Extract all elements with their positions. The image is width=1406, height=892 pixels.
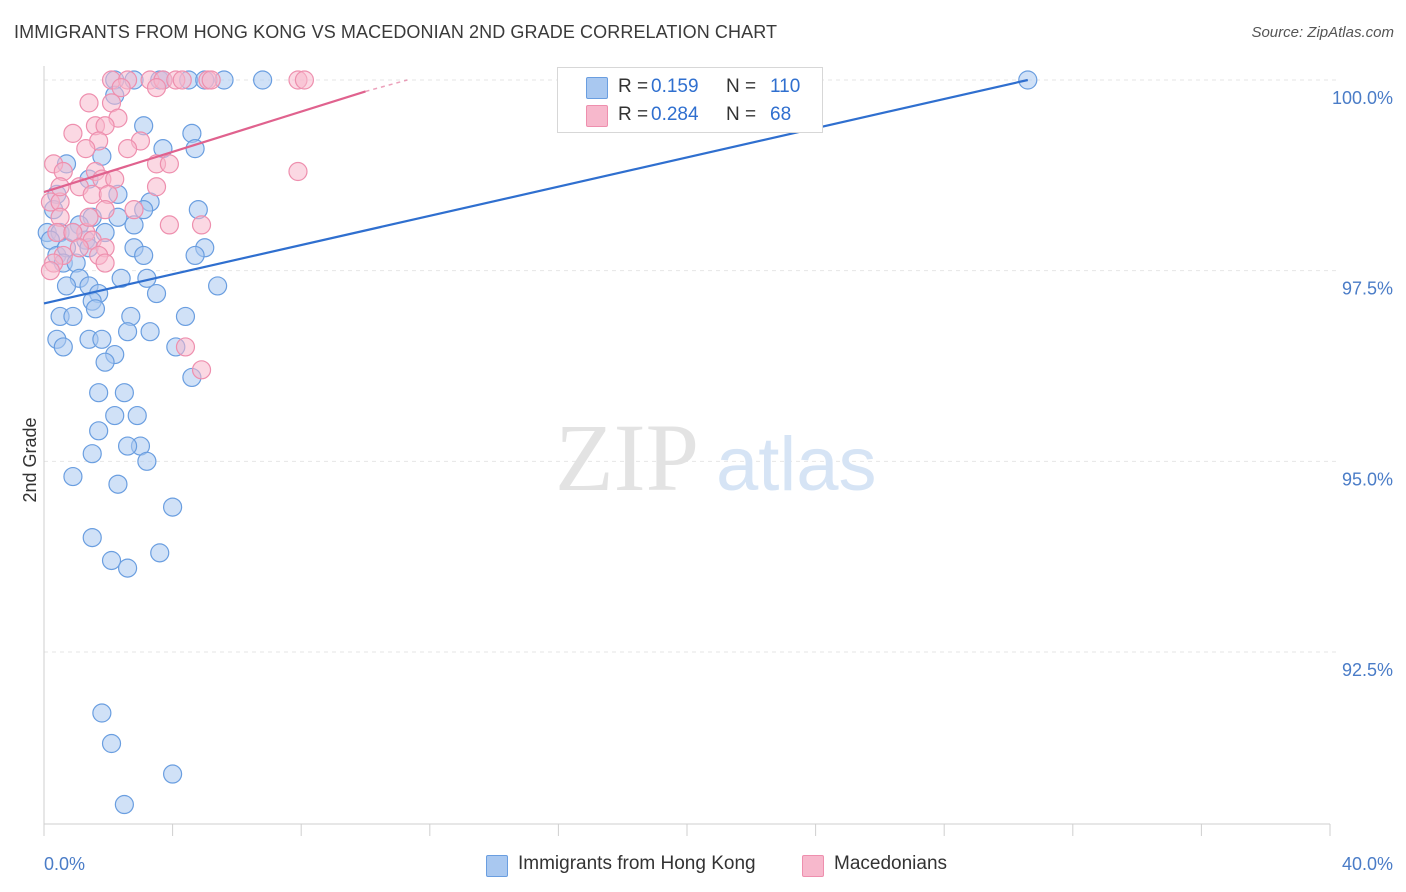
hong-kong-point xyxy=(89,383,109,403)
r-value: 0.284 xyxy=(651,104,699,125)
hong-kong-point xyxy=(146,283,167,304)
watermark-zip: ZIP xyxy=(555,404,699,511)
r-label: R = xyxy=(618,76,649,97)
legend-label: Macedonians xyxy=(834,853,948,874)
hong-kong-point xyxy=(63,306,83,327)
series-legend: Immigrants from Hong Kong Macedonians xyxy=(0,852,1406,878)
hong-kong-point xyxy=(85,299,106,319)
macedonians-point xyxy=(201,70,221,90)
chart-title: IMMIGRANTS FROM HONG KONG VS MACEDONIAN … xyxy=(14,22,778,42)
axes xyxy=(43,66,1331,836)
macedonians-point xyxy=(146,177,167,197)
hong-kong-point xyxy=(150,543,170,563)
hong-kong-point xyxy=(140,322,160,342)
x-tick-label: 0.0% xyxy=(44,854,85,874)
hong-kong-point xyxy=(175,306,196,327)
legend-label: Immigrants from Hong Kong xyxy=(518,853,756,874)
macedonians-point xyxy=(79,207,99,227)
macedonians-point xyxy=(117,139,138,159)
macedonians-point xyxy=(111,78,131,98)
legend-swatch-blue xyxy=(586,77,608,99)
hong-kong-point xyxy=(56,276,77,296)
macedonians-point xyxy=(47,222,67,243)
hong-kong-point xyxy=(101,733,122,754)
macedonians-point xyxy=(40,261,61,281)
macedonians-point xyxy=(294,70,315,90)
hong-kong-point xyxy=(105,405,125,426)
macedonians-trend-line xyxy=(43,90,366,194)
y-tick-label: 97.5% xyxy=(1342,279,1393,299)
y-tick-label: 92.5% xyxy=(1342,660,1393,680)
hong-kong-point xyxy=(114,383,134,403)
macedonians-point xyxy=(172,70,192,90)
hong-kong-trend-line xyxy=(43,78,1029,305)
n-label: N = xyxy=(726,104,757,125)
hong-kong-point xyxy=(82,444,102,464)
macedonians-point xyxy=(79,93,99,113)
r-label: R = xyxy=(618,104,649,125)
legend-swatch-pink xyxy=(586,105,608,127)
hong-kong-point xyxy=(82,527,102,548)
hong-kong-point xyxy=(117,436,138,456)
hong-kong-point xyxy=(117,558,138,578)
hong-kong-point xyxy=(92,329,112,349)
watermark: ZIP atlas xyxy=(555,404,877,511)
hong-kong-point xyxy=(208,276,228,296)
hong-kong-point xyxy=(101,550,122,571)
hong-kong-point xyxy=(95,352,115,372)
hong-kong-point xyxy=(185,245,205,266)
macedonians-point xyxy=(69,238,89,258)
tick-labels: 100.0% 97.5% 95.0% 92.5% 0.0% 40.0% xyxy=(44,88,1393,874)
trend-lines xyxy=(43,78,1029,305)
hong-kong-point xyxy=(114,794,134,815)
macedonians-point xyxy=(82,184,102,204)
hong-kong-point xyxy=(253,70,273,90)
hong-kong-point xyxy=(117,322,138,342)
macedonians-point xyxy=(95,200,115,220)
y-axis-label: 2nd Grade xyxy=(20,417,40,502)
hong-kong-point xyxy=(108,474,128,494)
macedonians-point xyxy=(191,215,212,235)
hong-kong-point xyxy=(134,245,154,266)
macedonians-point xyxy=(159,215,179,235)
hong-kong-point xyxy=(63,466,83,487)
macedonians-trend-extension xyxy=(365,79,408,93)
macedonians-point xyxy=(124,200,144,220)
y-tick-label: 95.0% xyxy=(1342,469,1393,489)
macedonians-point xyxy=(175,337,196,357)
gridlines xyxy=(44,79,1340,653)
hong-kong-point xyxy=(53,337,73,357)
hong-kong-point xyxy=(127,405,147,426)
macedonians-point xyxy=(63,123,83,143)
legend-row-hong-kong: R = 0.159 N = 110 xyxy=(558,72,822,102)
y-tick-label: 100.0% xyxy=(1332,88,1393,108)
hong-kong-point xyxy=(111,268,131,288)
macedonians-point xyxy=(191,360,212,380)
n-value: 110 xyxy=(770,76,801,97)
macedonians-point xyxy=(76,139,96,159)
macedonians-point xyxy=(159,154,179,174)
watermark-atlas: atlas xyxy=(716,422,877,507)
legend-row-macedonians: R = 0.284 N = 68 xyxy=(558,100,822,130)
hong-kong-point xyxy=(137,451,157,471)
hong-kong-point xyxy=(89,421,109,441)
macedonians-point xyxy=(95,253,115,273)
legend-swatch-pink xyxy=(802,855,824,877)
hong-kong-point xyxy=(92,703,112,723)
macedonians-point xyxy=(146,78,167,98)
n-label: N = xyxy=(726,76,757,97)
hong-kong-point xyxy=(163,497,183,517)
n-value: 68 xyxy=(770,104,792,125)
macedonians-point xyxy=(288,161,308,182)
stats-legend: R = 0.159 N = 110 R = 0.284 N = 68 xyxy=(557,67,823,133)
data-points xyxy=(37,70,1038,815)
legend-swatch-blue xyxy=(486,855,508,877)
hong-kong-point xyxy=(163,764,183,784)
x-tick-label: 40.0% xyxy=(1342,854,1393,874)
r-value: 0.159 xyxy=(651,76,699,97)
source-label: Source: ZipAtlas.com xyxy=(1251,24,1394,41)
